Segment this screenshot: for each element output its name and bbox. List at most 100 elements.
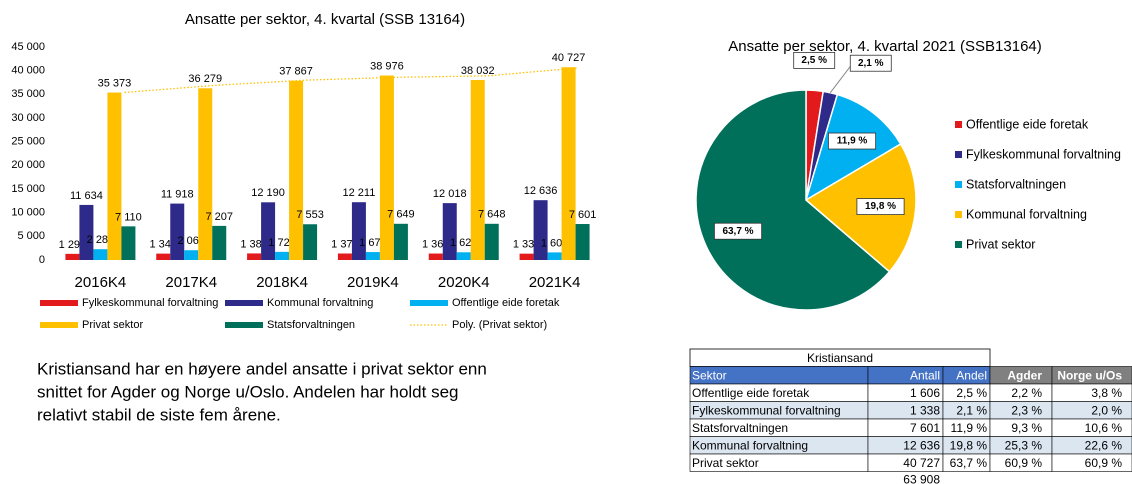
bar (561, 67, 576, 261)
bar (484, 223, 499, 260)
data-label: 12 190 (251, 187, 285, 199)
x-tick-label: 2016K4 (75, 274, 127, 291)
data-label: 1 348 (149, 239, 177, 251)
data-label: 63,7 % (722, 226, 753, 237)
table-text: 60,9 % (1005, 456, 1043, 470)
legend-swatch (955, 151, 962, 158)
legend-label: Kommunal forvaltning (267, 297, 373, 309)
paragraph-line: relativt stabil de siste fem årene. (37, 405, 281, 424)
data-label: 11 918 (161, 188, 194, 200)
data-label: 7 648 (478, 209, 506, 221)
bar (351, 202, 366, 260)
legend-swatch (955, 121, 962, 128)
table-text: 2,1 % (956, 403, 987, 417)
bar (184, 250, 199, 260)
table-text: 22,6 % (1085, 438, 1123, 452)
data-label: 1 299 (59, 239, 87, 251)
bar (519, 253, 534, 260)
table-text: 11,9 % (951, 421, 988, 435)
data-label: 2,1 % (858, 58, 884, 69)
bar (156, 253, 171, 260)
data-label: 1 372 (331, 238, 359, 250)
data-label: 7 207 (205, 211, 233, 223)
legend-label: Fylkeskommunal forvaltning (966, 147, 1121, 161)
table-text: 40 727 (903, 456, 940, 470)
bar (261, 202, 276, 260)
data-label: 40 727 (552, 52, 586, 64)
bar (442, 203, 457, 260)
table-text: 2,2 % (1011, 386, 1042, 400)
y-tick-label: 15 000 (11, 183, 45, 195)
data-label: 19,8 % (865, 201, 896, 212)
x-tick-label: 2021K4 (529, 274, 581, 291)
table-text: Statsforvaltningen (692, 421, 788, 435)
y-tick-label: 0 (39, 254, 45, 266)
table-text: Antall (910, 368, 940, 382)
table-total: 63 908 (903, 473, 940, 484)
bar (79, 204, 94, 260)
data-label: 1 673 (359, 237, 387, 249)
legend-label: Offentlige eide foretak (452, 297, 560, 309)
bar (547, 252, 562, 260)
bar (337, 253, 352, 260)
y-tick-label: 25 000 (11, 136, 45, 148)
data-label: 7 110 (115, 211, 142, 223)
table-cell (1051, 453, 1132, 472)
data-label: 36 279 (188, 73, 222, 85)
data-label: 1 389 (240, 238, 268, 250)
bar (247, 253, 262, 260)
legend-swatch (40, 300, 78, 306)
table-text: Offentlige eide foretak (692, 386, 810, 400)
data-label: 11 634 (70, 190, 103, 202)
label-box (849, 54, 892, 72)
bar (65, 253, 80, 260)
legend-swatch (40, 322, 78, 328)
table-text: Norge u/Os (1057, 368, 1122, 382)
x-tick-label: 2020K4 (438, 274, 490, 291)
legend-swatch (225, 300, 263, 306)
data-label: 35 373 (98, 77, 132, 89)
data-label: 7 649 (387, 209, 415, 221)
table-text: 12 636 (903, 438, 940, 452)
pie-slice (695, 89, 891, 311)
bar (170, 203, 185, 260)
table-text: 1 606 (910, 386, 940, 400)
table-text: 9,3 % (1011, 421, 1042, 435)
data-label: 7 553 (296, 209, 324, 221)
table-text: Privat sektor (692, 456, 759, 470)
label-box (793, 52, 836, 69)
table-text: Sektor (692, 368, 727, 382)
data-label: 1 366 (422, 238, 450, 250)
table-text: 63,7 % (950, 456, 988, 470)
y-tick-label: 35 000 (11, 88, 45, 100)
label-box (714, 222, 763, 240)
table-text: 19,8 % (950, 438, 988, 452)
legend-label: Statsforvaltningen (966, 177, 1066, 191)
bar (393, 223, 408, 260)
legend-label: Privat sektor (82, 319, 143, 331)
data-label: 1 628 (450, 237, 478, 249)
y-tick-label: 5 000 (17, 230, 45, 242)
data-label: 1 338 (513, 239, 541, 251)
y-tick-label: 10 000 (11, 207, 45, 219)
paragraph-line: Kristiansand har en høyere andel ansatte… (37, 359, 487, 378)
y-tick-label: 40 000 (11, 65, 45, 77)
x-tick-label: 2018K4 (256, 274, 308, 291)
trend-line (124, 67, 579, 94)
data-label: 1 720 (268, 237, 296, 249)
table-text: 10,6 % (1085, 421, 1123, 435)
bar (275, 251, 290, 260)
bar (470, 79, 485, 260)
data-label: 7 601 (569, 209, 597, 221)
bar (212, 225, 227, 260)
y-tick-label: 20 000 (11, 159, 45, 171)
bar (365, 252, 380, 260)
data-label: 1 606 (541, 237, 569, 249)
table-text: 60,9 % (1085, 456, 1123, 470)
table-text: 2,5 % (956, 386, 987, 400)
table-text: 1 338 (910, 403, 940, 417)
legend-swatch (955, 181, 962, 188)
bar (428, 253, 443, 260)
